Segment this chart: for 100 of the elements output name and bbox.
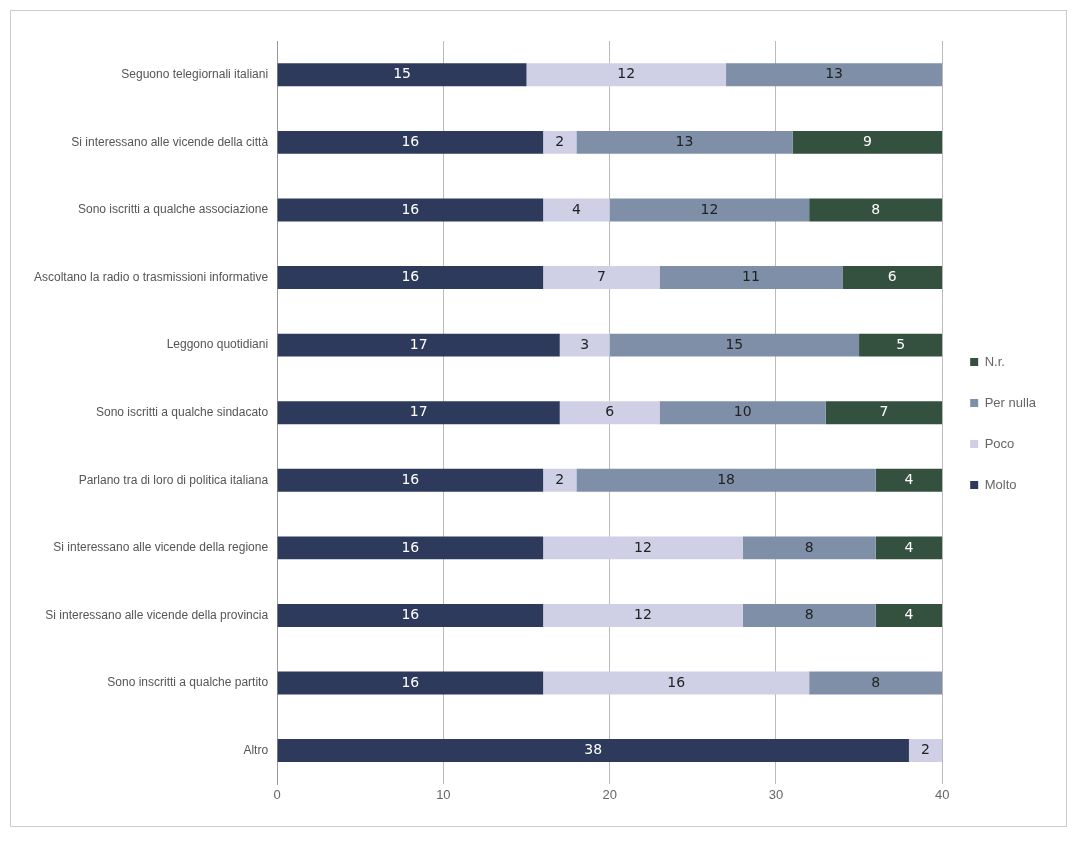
- bar: [543, 603, 743, 627]
- data-label: 11: [742, 268, 760, 285]
- bar: [842, 266, 943, 290]
- data-label: 6: [887, 268, 897, 285]
- bar: [742, 603, 876, 627]
- bar: [908, 739, 943, 763]
- data-label: 12: [617, 65, 636, 82]
- data-label: 12: [633, 538, 652, 555]
- data-label: 16: [401, 538, 420, 555]
- data-label: 9: [862, 133, 872, 150]
- bar: [543, 198, 610, 222]
- bar: [277, 671, 544, 695]
- data-label: 6: [605, 403, 615, 420]
- bar: [526, 63, 727, 87]
- data-label: 15: [725, 335, 744, 352]
- data-label: 4: [571, 200, 581, 217]
- bar: [543, 671, 810, 695]
- x-tick-label: 0: [273, 786, 281, 802]
- y-tick-label: Si interessano alle vicende della città: [71, 134, 269, 149]
- data-label: 8: [804, 538, 814, 555]
- data-label: 38: [584, 741, 603, 758]
- bar: [277, 739, 909, 763]
- bar: [543, 536, 743, 560]
- data-label: 5: [896, 335, 906, 352]
- data-label: 10: [733, 403, 752, 420]
- bar: [277, 536, 544, 560]
- bar: [559, 333, 610, 357]
- data-label: 17: [409, 335, 428, 352]
- bar: [543, 266, 660, 290]
- bar: [277, 468, 544, 492]
- bar: [576, 130, 793, 154]
- y-tick-label: Ascoltano la radio o trasmissioni informative: [33, 269, 269, 284]
- bar: [659, 401, 826, 425]
- data-label: 16: [401, 268, 420, 285]
- data-label: 16: [401, 673, 420, 690]
- legend-label: N.r.: [984, 353, 1005, 369]
- data-label: 2: [921, 741, 931, 758]
- data-label: 8: [804, 606, 814, 623]
- data-label: 13: [825, 65, 844, 82]
- bar: [726, 63, 943, 87]
- bar: [543, 468, 577, 492]
- bar: [609, 333, 860, 357]
- data-label: 4: [904, 538, 914, 555]
- x-tick-label: 40: [934, 786, 950, 802]
- data-label: 7: [596, 268, 606, 285]
- y-tick-label: Sono iscritti a qualche sindacato: [95, 405, 269, 420]
- bar: [277, 266, 544, 290]
- data-label: 16: [401, 606, 420, 623]
- y-tick-label: Si interessano alle vicende della provincia: [45, 607, 269, 622]
- bar: [609, 198, 810, 222]
- bar: [277, 333, 560, 357]
- bar: [875, 536, 943, 560]
- data-label: 7: [879, 403, 889, 420]
- bar: [742, 536, 876, 560]
- data-label: 16: [667, 673, 686, 690]
- y-tick-label: Leggono quotidiani: [166, 337, 269, 352]
- bar: [792, 130, 943, 154]
- y-tick-label: Altro: [243, 742, 269, 757]
- data-label: 2: [555, 470, 565, 487]
- bar: [277, 401, 560, 425]
- bar: [576, 468, 876, 492]
- bar: [809, 198, 943, 222]
- bar: [559, 401, 660, 425]
- bar: [543, 130, 577, 154]
- bar: [875, 603, 943, 627]
- bar: [659, 266, 843, 290]
- y-tick-label: Seguono telegiornali italiani: [121, 67, 269, 82]
- bar: [825, 401, 943, 425]
- bar: [277, 603, 544, 627]
- data-label: 18: [717, 470, 735, 487]
- y-tick-label: Parlano tra di loro di politica italiana: [78, 472, 269, 487]
- data-label: 16: [401, 133, 420, 150]
- x-tick-label: 10: [436, 786, 451, 802]
- bar: [277, 130, 544, 154]
- bar: [875, 468, 943, 492]
- bar: [277, 198, 544, 222]
- bar: [859, 333, 943, 357]
- data-label: 16: [401, 200, 420, 217]
- data-label: 4: [904, 470, 914, 487]
- data-label: 15: [393, 65, 411, 82]
- data-label: 3: [580, 335, 590, 352]
- data-label: 2: [555, 133, 565, 150]
- y-tick-label: Si interessano alle vicende della regione: [53, 540, 269, 555]
- data-label: 17: [409, 403, 428, 420]
- data-label: 4: [904, 606, 914, 623]
- legend-label: Per nulla: [984, 394, 1037, 410]
- y-tick-label: Sono iscritti a qualche associazione: [77, 202, 269, 217]
- y-tick-label: Sono inscritti a qualche partito: [107, 675, 269, 690]
- legend-label: Molto: [984, 476, 1017, 492]
- x-tick-label: 30: [768, 786, 784, 802]
- legend-label: Poco: [984, 435, 1015, 451]
- data-label: 13: [675, 133, 694, 150]
- bar: [809, 671, 943, 695]
- data-label: 12: [633, 606, 652, 623]
- data-label: 8: [871, 673, 881, 690]
- data-label: 8: [871, 200, 881, 217]
- data-label: 16: [401, 470, 420, 487]
- bar: [277, 63, 527, 87]
- data-label: 12: [700, 200, 719, 217]
- x-tick-label: 20: [602, 786, 617, 802]
